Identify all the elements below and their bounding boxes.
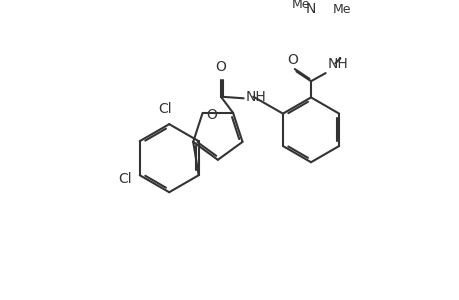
Text: N: N [305, 2, 315, 16]
Text: NH: NH [245, 90, 265, 104]
Text: NH: NH [326, 58, 347, 71]
Text: O: O [206, 108, 217, 122]
Text: Cl: Cl [118, 172, 132, 186]
Text: O: O [286, 53, 297, 68]
Text: Cl: Cl [158, 102, 172, 116]
Text: Me: Me [291, 0, 309, 11]
Text: Me: Me [332, 3, 350, 16]
Text: O: O [215, 60, 226, 74]
